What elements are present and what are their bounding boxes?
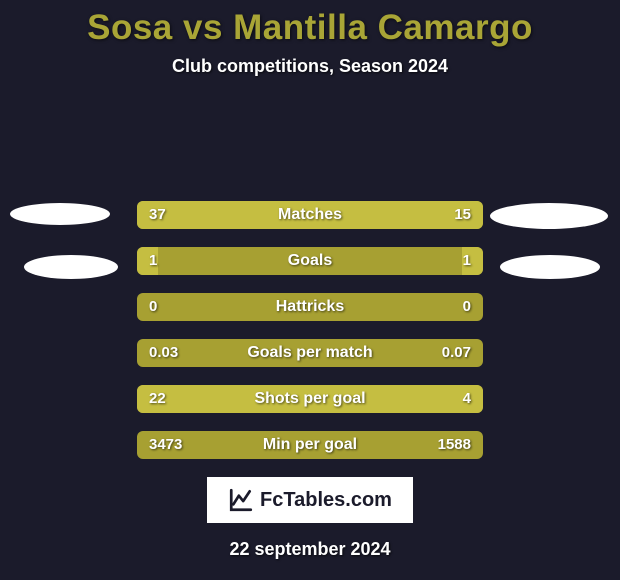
brand-box: FcTables.com [207, 477, 413, 523]
stat-value-left: 0 [149, 293, 157, 321]
stat-row: Min per goal3473 1588 [137, 431, 483, 459]
right-avatar [490, 203, 608, 229]
right-avatar [500, 255, 600, 279]
page-title: Sosa vs Mantilla Camargo [0, 8, 620, 48]
page-subtitle: Club competitions, Season 2024 [0, 56, 620, 77]
stat-value-right: 0.07 [442, 339, 471, 367]
stat-label: Min per goal [137, 431, 483, 459]
stat-label: Goals per match [137, 339, 483, 367]
stat-value-left: 0.03 [149, 339, 178, 367]
stat-value-left: 3473 [149, 431, 182, 459]
stat-value-right: 1 [463, 247, 471, 275]
stat-label: Shots per goal [137, 385, 483, 413]
brand-text: FcTables.com [260, 489, 392, 512]
stat-value-right: 15 [454, 201, 471, 229]
stat-row: Matches37 15 [137, 201, 483, 229]
stats-area: Matches37 15 Goals1 1 Hattricks0 0 Goals per m… [0, 77, 620, 463]
stat-value-right: 4 [463, 385, 471, 413]
stat-label: Goals [137, 247, 483, 275]
stat-value-left: 22 [149, 385, 166, 413]
stat-label: Matches [137, 201, 483, 229]
stat-value-right: 0 [463, 293, 471, 321]
stat-row: Shots per goal22 4 [137, 385, 483, 413]
stat-label: Hattricks [137, 293, 483, 321]
stat-value-left: 37 [149, 201, 166, 229]
left-avatar [24, 255, 118, 279]
date-line: 22 september 2024 [0, 539, 620, 560]
stat-row: Goals per match0.03 0.07 [137, 339, 483, 367]
chart-icon [228, 487, 254, 513]
stat-row: Goals1 1 [137, 247, 483, 275]
left-avatar [10, 203, 110, 225]
stat-row: Hattricks0 0 [137, 293, 483, 321]
stat-value-right: 1588 [438, 431, 471, 459]
stat-value-left: 1 [149, 247, 157, 275]
